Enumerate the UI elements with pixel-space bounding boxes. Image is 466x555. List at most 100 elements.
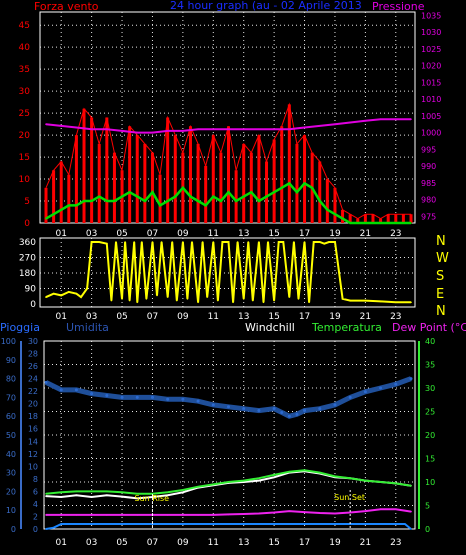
wind-direction-point-26: [186, 298, 189, 300]
rain-point-4: [410, 528, 412, 530]
temperature-point-14: [258, 477, 260, 480]
panel2-x-axis: 01 03 05 07 09 11 13 15 17 19 21 23: [55, 312, 401, 322]
humidity-point-4: [105, 394, 109, 398]
temperature-point-0: [45, 492, 47, 495]
humidity-point-17: [287, 414, 291, 418]
wind-speed-point-4: [75, 204, 78, 207]
compass-label-1: W: [436, 251, 449, 266]
direction-tick-360: 360: [19, 238, 36, 248]
dewpoint-point-1: [60, 514, 63, 516]
dewpoint-point-3: [90, 514, 93, 516]
wind-direction-point-59: [379, 300, 382, 303]
panel1-grid: [40, 12, 415, 223]
dewpoint-point-19: [334, 512, 336, 515]
pressure-point-15: [273, 128, 275, 131]
wind-direction-point-6: [86, 287, 88, 290]
wind-direction-point-44: [277, 241, 280, 243]
wind-direction-point-52: [318, 241, 321, 243]
wind-speed-point-1: [52, 213, 55, 216]
windchill-point-6: [136, 497, 139, 500]
windchill-point-3: [90, 496, 93, 498]
pressure-point-1: [60, 125, 63, 127]
pressure-tick-1005: 1005: [421, 112, 441, 121]
windchill-point-4: [106, 494, 108, 496]
pressure-tick-975: 975: [421, 212, 436, 221]
humidity-tick-100: 100: [1, 337, 16, 346]
windchill-point-1: [60, 496, 63, 498]
compass-label-4: N: [436, 304, 446, 319]
temperature-point-2: [75, 490, 78, 493]
panel3-humidity-axis: 0 10 20 30 40 50 60 70 80 90 100: [1, 337, 22, 534]
pressure-point-4: [106, 128, 108, 131]
pressure-tick-1000: 1000: [421, 129, 441, 138]
wind-direction-point-53: [323, 242, 326, 245]
humidity-tick-90: 90: [6, 356, 16, 365]
wind-speed-point-35: [311, 187, 313, 189]
temp-tick-25: 25: [425, 408, 435, 417]
p1-x-tick-01: 01: [55, 229, 66, 239]
pressure-point-10: [197, 128, 199, 131]
pressure-tick-1010: 1010: [421, 95, 441, 104]
temperature-point-5: [121, 491, 123, 494]
wind-speed-point-43: [372, 222, 374, 224]
wind-direction-point-47: [293, 241, 295, 243]
pressure-point-21: [364, 120, 367, 122]
wind-direction-point-17: [141, 241, 143, 243]
wind-speed-point-10: [121, 195, 123, 198]
dewpoint-point-10: [197, 514, 199, 516]
dewpoint-point-0: [45, 514, 47, 516]
chart-title: 24 hour graph (au - 02 Aprile 2013: [170, 0, 362, 12]
humidity-point-23: [363, 390, 367, 394]
wind-direction-point-27: [191, 241, 193, 243]
p2-x-tick-23: 23: [390, 312, 401, 322]
wind-speed-point-41: [356, 222, 359, 224]
wind-speed-point-22: [212, 195, 215, 198]
p1-x-tick-03: 03: [86, 229, 97, 239]
dewpoint-point-13: [242, 513, 245, 515]
wind-direction-point-24: [175, 299, 178, 302]
rain-tick-22: 22: [28, 387, 38, 396]
rain-tick-4: 4: [33, 500, 38, 509]
p3-x-tick-19: 19: [329, 538, 341, 548]
humidity-point-11: [211, 403, 215, 407]
humidity-point-8: [166, 397, 170, 401]
pressure-point-8: [166, 130, 169, 132]
wind-speed-point-37: [326, 209, 329, 211]
p1-x-tick-23: 23: [390, 229, 401, 239]
wind-speed-point-7: [98, 195, 101, 198]
panel1-series: [44, 102, 413, 225]
dewpoint-point-14: [258, 512, 260, 515]
wind-speed-point-32: [288, 182, 291, 185]
humidity-point-15: [272, 407, 276, 411]
pressure-point-5: [121, 130, 123, 132]
p3-x-tick-01: 01: [55, 538, 66, 548]
wind-direction-point-8: [98, 241, 101, 243]
dewpoint-point-11: [212, 514, 215, 516]
compass-label-0: N: [436, 234, 446, 249]
wind-direction-point-2: [60, 294, 63, 297]
p1-x-tick-07: 07: [147, 229, 158, 239]
temp-tick-30: 30: [425, 384, 435, 393]
wind-direction-point-60: [394, 301, 397, 304]
panel1-x-axis: 01 03 05 07 09 11 13 15 17 19 21 23: [55, 229, 401, 239]
pressure-point-17: [303, 126, 306, 129]
wind-tick-25: 25: [19, 109, 30, 119]
wind-direction-point-61: [410, 301, 412, 304]
humidity-tick-40: 40: [6, 450, 16, 459]
wind-direction-point-28: [197, 301, 199, 304]
windchill-point-8: [166, 494, 169, 496]
wind-speed-point-9: [113, 200, 116, 202]
compass-label-2: S: [436, 269, 444, 284]
humidity-title: Umidita: [66, 321, 109, 334]
temperature-point-20: [349, 477, 351, 480]
temp-tick-40: 40: [425, 337, 435, 346]
dewpoint-point-17: [303, 511, 306, 513]
wind-speed-point-15: [159, 204, 161, 207]
dewpoint-point-23: [394, 508, 397, 511]
p3-x-tick-17: 17: [299, 538, 310, 548]
wind-direction-point-37: [242, 298, 245, 300]
wind-direction-point-31: [212, 241, 215, 243]
wind-speed-point-40: [349, 222, 351, 224]
pressure-point-0: [45, 123, 47, 125]
